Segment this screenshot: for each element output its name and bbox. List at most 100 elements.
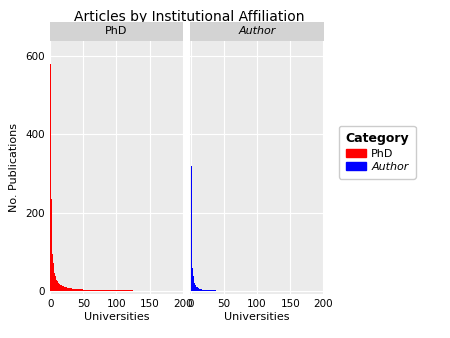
Bar	[75, 289, 76, 291]
Bar	[97, 290, 98, 291]
Bar	[117, 290, 118, 291]
Bar	[133, 290, 134, 291]
Bar	[215, 290, 216, 291]
Bar	[203, 290, 204, 291]
Bar	[200, 289, 201, 291]
Bar	[121, 290, 122, 291]
Bar	[88, 290, 89, 291]
Bar	[192, 248, 193, 291]
Bar	[106, 290, 107, 291]
Bar	[199, 289, 200, 291]
Bar	[96, 290, 97, 291]
Bar	[125, 290, 126, 291]
Bar	[127, 290, 128, 291]
Bar	[205, 290, 206, 291]
Bar	[201, 289, 202, 291]
Bar	[194, 283, 195, 291]
Bar	[87, 290, 88, 291]
Bar	[67, 288, 68, 291]
Bar	[63, 286, 64, 291]
Bar	[52, 237, 53, 291]
Bar	[70, 288, 71, 291]
Bar	[216, 290, 217, 291]
Bar	[93, 290, 94, 291]
Bar	[202, 290, 203, 291]
Bar	[68, 288, 69, 291]
X-axis label: Universities: Universities	[224, 312, 290, 322]
Bar	[94, 290, 95, 291]
Bar	[64, 287, 65, 291]
Bar	[209, 290, 210, 291]
Bar	[56, 280, 57, 291]
Bar	[128, 290, 129, 291]
Bar	[60, 285, 61, 291]
Bar	[53, 263, 54, 291]
Bar	[212, 290, 213, 291]
Bar	[71, 288, 72, 291]
Bar	[83, 290, 84, 291]
Bar	[80, 289, 81, 291]
Bar	[69, 288, 70, 291]
Legend: PhD, Author: PhD, Author	[338, 126, 415, 178]
Text: Articles by Institutional Affiliation: Articles by Institutional Affiliation	[74, 10, 304, 24]
Text: PhD: PhD	[105, 26, 128, 36]
Bar	[55, 276, 56, 291]
Bar	[98, 290, 99, 291]
Bar	[82, 289, 83, 291]
Bar	[65, 287, 66, 291]
Bar	[74, 289, 75, 291]
Bar	[132, 290, 133, 291]
Bar	[51, 199, 52, 291]
Bar	[62, 286, 63, 291]
Bar	[57, 281, 58, 291]
Bar	[108, 290, 109, 291]
Bar	[73, 289, 74, 291]
Bar	[66, 287, 67, 291]
Bar	[198, 288, 199, 291]
Bar	[210, 290, 211, 291]
Bar	[111, 290, 112, 291]
Bar	[58, 283, 59, 291]
Bar	[195, 285, 196, 291]
Bar	[214, 290, 215, 291]
Bar	[129, 290, 130, 291]
Bar	[102, 290, 103, 291]
Bar	[207, 290, 208, 291]
Bar	[61, 285, 62, 291]
Bar	[59, 284, 60, 291]
Bar	[78, 289, 79, 291]
Bar	[115, 290, 116, 291]
Bar	[79, 289, 80, 291]
Bar	[91, 290, 92, 291]
Bar	[84, 290, 85, 291]
Bar	[105, 290, 106, 291]
Bar	[81, 289, 82, 291]
Bar	[50, 64, 51, 291]
Bar	[206, 290, 207, 291]
Bar	[101, 290, 102, 291]
Bar	[95, 290, 96, 291]
Text: Author: Author	[238, 26, 276, 36]
Bar	[109, 290, 110, 291]
Bar	[118, 290, 119, 291]
Bar	[119, 290, 120, 291]
Bar	[76, 289, 77, 291]
Bar	[213, 290, 214, 291]
Bar	[54, 273, 55, 291]
Bar	[114, 290, 115, 291]
Bar	[131, 290, 132, 291]
Bar	[89, 290, 90, 291]
Bar	[126, 290, 127, 291]
Bar	[103, 290, 104, 291]
Bar	[124, 290, 125, 291]
Y-axis label: No. Publications: No. Publications	[9, 123, 19, 212]
Bar	[77, 289, 78, 291]
Bar	[85, 290, 86, 291]
Bar	[110, 290, 111, 291]
X-axis label: Universities: Universities	[84, 312, 149, 322]
Bar	[90, 290, 91, 291]
Bar	[120, 290, 121, 291]
Bar	[193, 276, 194, 291]
Bar	[204, 290, 205, 291]
Bar	[100, 290, 101, 291]
